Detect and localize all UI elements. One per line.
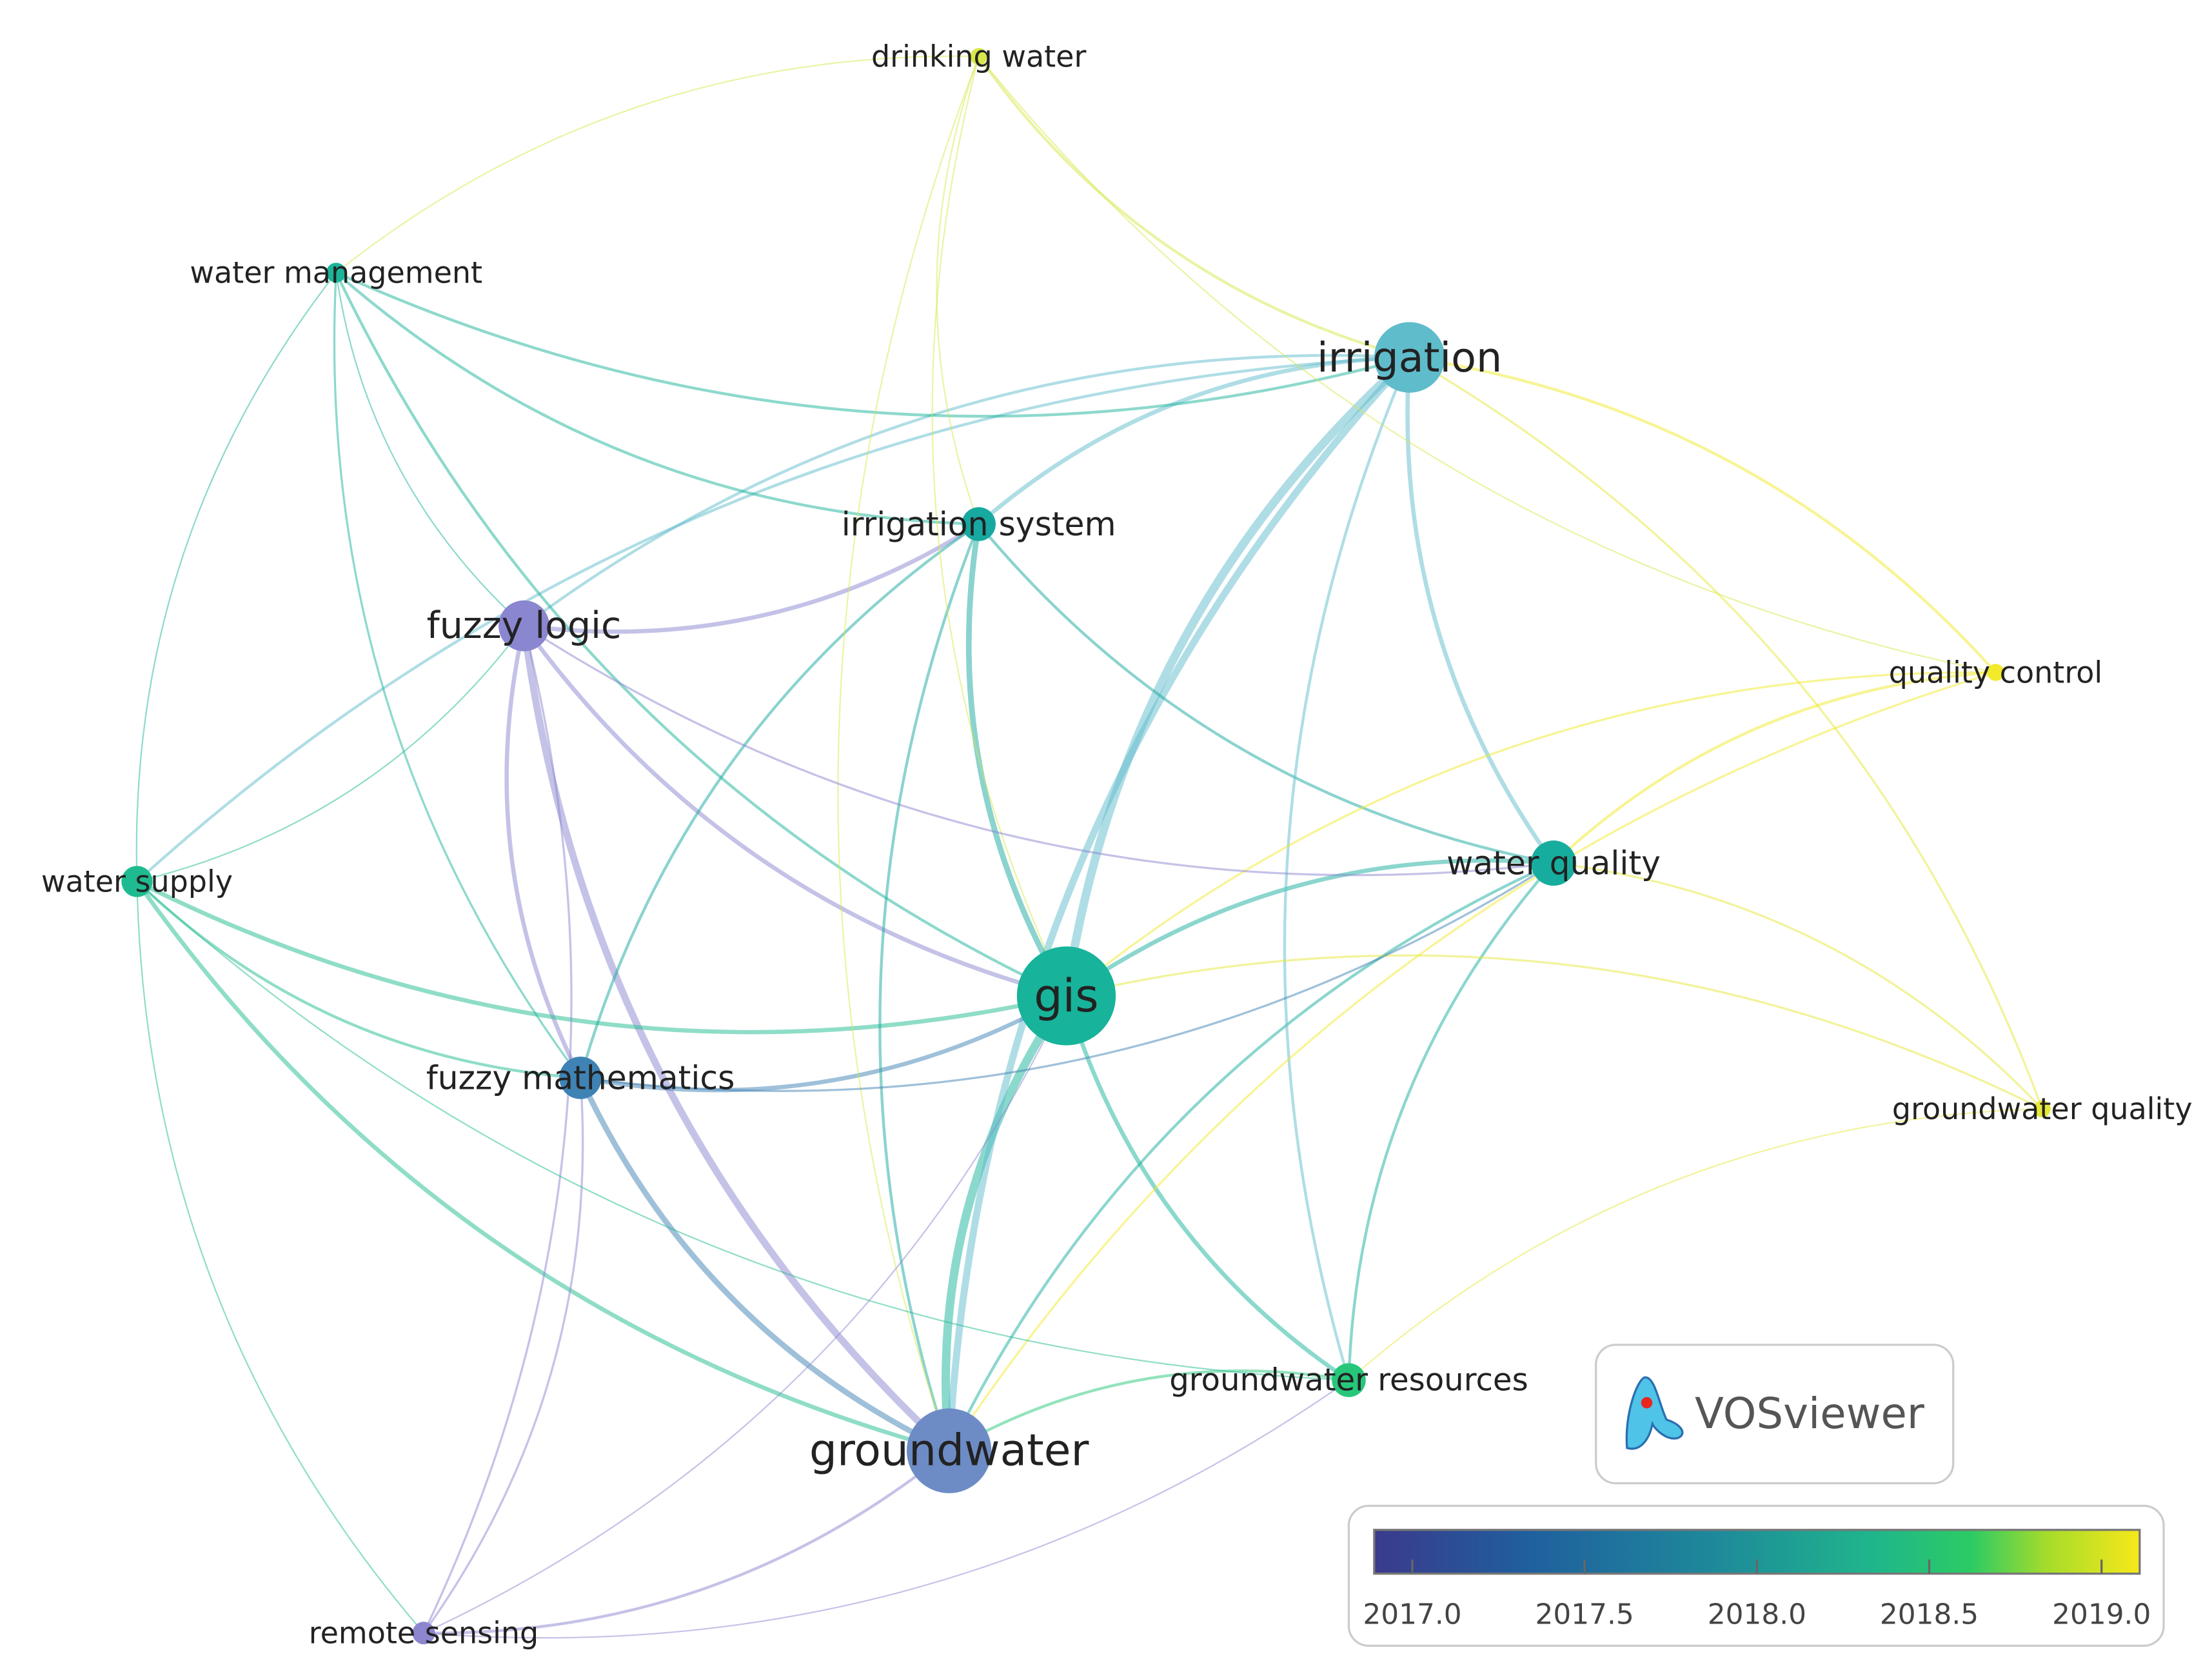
node — [1530, 840, 1577, 886]
edge — [947, 862, 1554, 1452]
node-label: fuzzy mathematics — [426, 1059, 735, 1097]
edge — [977, 523, 1554, 865]
edge — [1408, 356, 2044, 1109]
edge — [837, 56, 980, 1451]
edge — [135, 880, 950, 1453]
edges — [135, 55, 2044, 1639]
node-label: water quality — [1447, 844, 1661, 882]
edge — [524, 522, 980, 634]
legend-ticks: 2017.0 2017.5 2018.0 2018.5 2019.0 — [1363, 1559, 2151, 1631]
edge — [578, 522, 980, 1079]
node-label: quality control — [1889, 655, 2102, 690]
edge — [333, 272, 582, 1079]
node-label: irrigation — [1317, 333, 1502, 381]
logo-frame — [1595, 1344, 1955, 1485]
edge — [1283, 357, 1411, 1381]
node-label: groundwater quality — [1892, 1091, 2193, 1126]
map-content: drinking water water management irrigation… — [41, 39, 2193, 1651]
edge — [1347, 862, 1555, 1380]
node-label: water management — [190, 255, 482, 290]
legend-tick-label: 2018.5 — [1880, 1598, 1979, 1631]
node-label: remote sensing — [309, 1616, 539, 1651]
node-label: groundwater resources — [1169, 1362, 1528, 1398]
edge — [335, 55, 979, 273]
edge — [1552, 671, 1996, 864]
edge — [135, 355, 1410, 883]
node — [499, 600, 549, 651]
edge — [335, 272, 525, 626]
node — [121, 866, 153, 897]
legend-tick-label: 2019.0 — [2052, 1598, 2151, 1631]
edge — [1348, 1108, 2042, 1381]
edge — [977, 55, 1410, 359]
legend-tick-label: 2017.5 — [1536, 1598, 1634, 1631]
edge — [136, 880, 1349, 1381]
legend-tick-label: 2018.0 — [1708, 1598, 1806, 1631]
edge — [931, 56, 1067, 997]
node — [326, 263, 346, 283]
node — [1987, 664, 2004, 681]
edge — [523, 624, 1554, 877]
node-label: water supply — [41, 864, 233, 899]
edge — [1065, 858, 1554, 998]
edge — [135, 272, 337, 882]
legend-tick-label: 2017.0 — [1363, 1598, 1461, 1631]
edge — [1065, 671, 1996, 997]
edge — [135, 879, 1067, 1035]
edge — [941, 993, 1070, 1451]
edge — [423, 1379, 1350, 1639]
logo-text: VOSviewer — [1695, 1389, 1924, 1438]
edge — [1409, 355, 1997, 673]
node — [1016, 946, 1116, 1046]
edge — [1553, 862, 2043, 1110]
edge — [335, 272, 1067, 997]
edge — [1064, 995, 1350, 1382]
edge — [578, 1077, 951, 1454]
logo-icon-hot — [1641, 1397, 1653, 1409]
edge — [423, 1449, 951, 1635]
edge — [335, 272, 979, 526]
node — [412, 1622, 435, 1645]
edge — [965, 523, 1069, 998]
nodes: drinking water water management irrigation… — [41, 39, 2193, 1651]
node-label: drinking water — [871, 39, 1086, 74]
node-label: fuzzy logic — [427, 604, 622, 647]
edge — [936, 56, 980, 524]
edge — [136, 881, 424, 1634]
node-label: groundwater — [809, 1426, 1089, 1476]
edge — [1066, 954, 2043, 1110]
edge — [523, 353, 1410, 627]
node-label: irrigation system — [842, 505, 1116, 543]
edge — [423, 995, 1067, 1634]
edge — [520, 625, 952, 1454]
vosviewer-logo-box: VOSviewer — [1595, 1344, 1955, 1485]
edge — [1062, 354, 1413, 997]
edge — [522, 624, 1067, 999]
node — [906, 1408, 992, 1493]
edge — [948, 671, 1996, 1452]
edge — [137, 625, 525, 882]
node — [1332, 1363, 1366, 1397]
node — [559, 1057, 602, 1099]
edge — [978, 55, 1996, 673]
edge — [580, 994, 1068, 1093]
edge — [878, 523, 980, 1451]
color-legend: 2017.0 2017.5 2018.0 2018.5 2019.0 — [1347, 1504, 2165, 1647]
edge — [335, 271, 1410, 418]
node — [962, 507, 996, 541]
node — [2033, 1100, 2051, 1118]
logo-icon — [1625, 1376, 1684, 1450]
node — [970, 48, 987, 65]
edge — [945, 355, 1412, 1451]
node-label: gis — [1034, 969, 1098, 1022]
edge — [580, 862, 1554, 1092]
edge — [1405, 357, 1555, 865]
edge — [977, 355, 1410, 526]
node — [1374, 322, 1445, 393]
edge — [422, 1077, 584, 1634]
edge — [422, 625, 573, 1634]
edge — [948, 1369, 1349, 1453]
